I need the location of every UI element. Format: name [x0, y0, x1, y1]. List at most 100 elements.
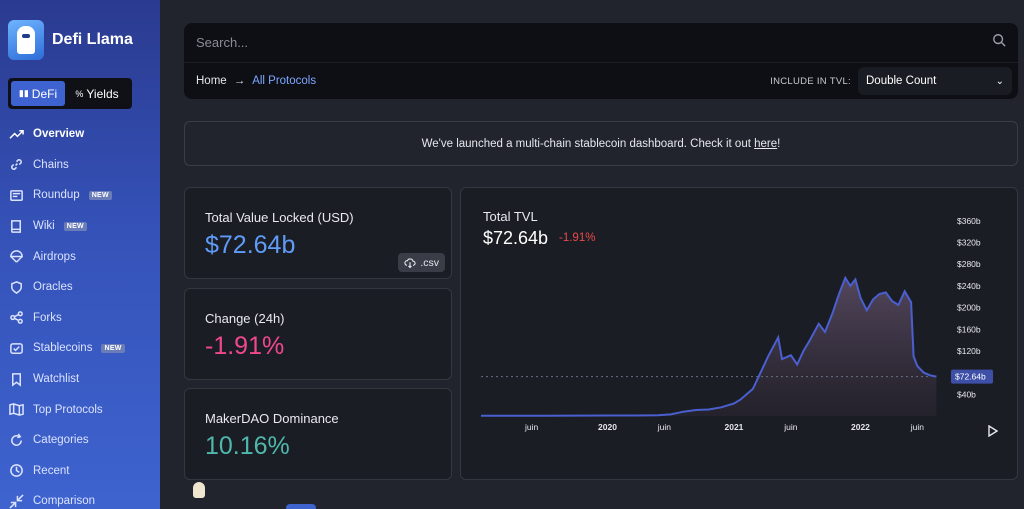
chart-title: Total TVL — [483, 209, 538, 224]
y-tick-label: $360b — [957, 216, 981, 226]
tvl-card-label: Total Value Locked (USD) — [205, 210, 354, 225]
sidebar-item-roundup[interactable]: Roundup NEW — [0, 180, 160, 211]
shield-icon — [8, 279, 24, 295]
cloud-download-icon — [404, 257, 416, 268]
newspaper-icon — [8, 187, 24, 203]
brand-logo[interactable]: Defi Llama — [0, 18, 160, 62]
search-bar[interactable]: Search... — [184, 23, 1018, 63]
sidebar-item-airdrops[interactable]: Airdrops — [0, 241, 160, 272]
header-bar: Search... Home → All Protocols INCLUDE I… — [184, 23, 1018, 99]
trend-up-icon — [8, 126, 24, 142]
breadcrumb-current[interactable]: All Protocols — [252, 75, 317, 87]
announcement-link[interactable]: here — [754, 137, 778, 150]
tvl-option-value: Double Count — [866, 75, 937, 87]
announcement-text: We've launched a multi-chain stablecoin … — [421, 137, 751, 150]
sidebar-nav: Overview Chains Roundup NEW Wiki NEW Airdrops O… — [0, 119, 160, 509]
change-card-label: Change (24h) — [205, 311, 285, 326]
sidebar-item-label: Stablecoins — [33, 342, 93, 355]
include-tvl-label: INCLUDE IN TVL: — [770, 75, 851, 87]
sidebar-item-wiki[interactable]: Wiki NEW — [0, 211, 160, 242]
sidebar-item-label: Airdrops — [33, 250, 76, 263]
sidebar-item-label: Wiki — [33, 220, 55, 233]
chevron-down-icon: ⌄ — [995, 75, 1004, 87]
tvl-card: Total Value Locked (USD) $72.64b .csv — [184, 187, 452, 279]
llama-mascot-icon — [190, 480, 208, 500]
chart-change: -1.91% — [559, 232, 596, 244]
tvl-chart[interactable]: $360b $320b $280b $240b $200b $160b $120b $40b $… — [461, 188, 1019, 481]
y-tick-label: $160b — [957, 324, 981, 334]
yields-mode-button[interactable]: % Yields — [69, 81, 125, 106]
sidebar-item-label: Recent — [33, 464, 70, 477]
map-icon — [8, 402, 24, 418]
sidebar-item-forks[interactable]: Forks — [0, 303, 160, 334]
refresh-icon — [8, 432, 24, 448]
sidebar-item-watchlist[interactable]: Watchlist — [0, 364, 160, 395]
x-tick-label: 2020 — [598, 422, 617, 432]
breadcrumb: Home → All Protocols INCLUDE IN TVL: Dou… — [184, 63, 1018, 99]
tvl-chart-card: $360b $320b $280b $240b $200b $160b $120b $40b $… — [460, 187, 1018, 480]
sidebar-item-recent[interactable]: Recent — [0, 456, 160, 487]
share-icon — [8, 310, 24, 326]
tvl-card-value: $72.64b — [205, 231, 296, 259]
breadcrumb-home[interactable]: Home — [196, 75, 227, 87]
change-card: Change (24h) -1.91% — [184, 288, 452, 380]
sidebar-item-label: Categories — [33, 434, 89, 447]
link-icon — [8, 157, 24, 173]
bar-chart-icon: ▮▮ — [18, 88, 29, 98]
sidebar-item-stablecoins[interactable]: Stablecoins NEW — [0, 333, 160, 364]
dominance-card-label: MakerDAO Dominance — [205, 411, 339, 426]
mode-switch: ▮▮ DeFi % Yields — [8, 78, 132, 109]
csv-label: .csv — [420, 256, 439, 269]
sidebar-item-label: Chains — [33, 158, 69, 171]
tvl-area-fill — [481, 277, 937, 416]
sidebar-item-overview[interactable]: Overview — [0, 119, 160, 150]
dominance-card-value: 10.16% — [205, 432, 290, 460]
sidebar-item-top-protocols[interactable]: Top Protocols — [0, 394, 160, 425]
tvl-series-line — [481, 275, 937, 417]
new-badge: NEW — [63, 221, 87, 231]
play-icon[interactable] — [988, 424, 999, 442]
new-badge: NEW — [88, 190, 112, 200]
x-tick-label: 2021 — [725, 422, 744, 432]
sidebar-item-label: Comparison — [33, 495, 95, 508]
sidebar: Defi Llama ▮▮ DeFi % Yields Overview Chai… — [0, 0, 160, 509]
sidebar-item-label: Oracles — [33, 281, 73, 294]
y-tick-label: $40b — [957, 389, 976, 399]
brand-name: Defi Llama — [52, 31, 133, 48]
y-tick-label: $200b — [957, 303, 981, 313]
sidebar-item-label: Watchlist — [33, 373, 80, 386]
y-tick-label: $240b — [957, 281, 981, 291]
dominance-card: MakerDAO Dominance 10.16% — [184, 388, 452, 480]
tvl-option-select[interactable]: Double Count ⌄ — [858, 67, 1012, 95]
parachute-icon — [8, 249, 24, 265]
percent-icon: % — [75, 88, 84, 99]
yields-mode-label: Yields — [86, 86, 119, 101]
search-icon[interactable] — [992, 33, 1006, 52]
sidebar-item-comparison[interactable]: Comparison — [0, 486, 160, 509]
clock-icon — [8, 463, 24, 479]
bookmark-icon — [8, 371, 24, 387]
current-value-label: $72.64b — [955, 372, 986, 382]
announcement-suffix: ! — [777, 137, 781, 150]
chart-value: $72.64b — [483, 228, 549, 248]
sidebar-item-categories[interactable]: Categories — [0, 425, 160, 456]
shield-check-icon — [8, 340, 24, 356]
defi-mode-label: DeFi — [31, 86, 58, 101]
book-icon — [8, 218, 24, 234]
y-tick-label: $280b — [957, 259, 981, 269]
sidebar-item-oracles[interactable]: Oracles — [0, 272, 160, 303]
current-value-tag — [951, 369, 993, 384]
new-badge: NEW — [101, 343, 125, 353]
scroll-indicator — [286, 504, 316, 509]
csv-download-button[interactable]: .csv — [398, 253, 445, 272]
defi-mode-button[interactable]: ▮▮ DeFi — [11, 81, 65, 106]
sidebar-item-label: Forks — [33, 311, 62, 324]
x-tick-label: juin — [524, 422, 539, 432]
y-tick-label: $120b — [957, 346, 981, 356]
shrink-icon — [8, 493, 24, 509]
arrow-right-icon: → — [233, 75, 246, 87]
y-tick-label: $320b — [957, 238, 981, 248]
sidebar-item-chains[interactable]: Chains — [0, 150, 160, 181]
x-tick-label: juin — [910, 422, 925, 432]
search-input[interactable]: Search... — [196, 35, 249, 50]
